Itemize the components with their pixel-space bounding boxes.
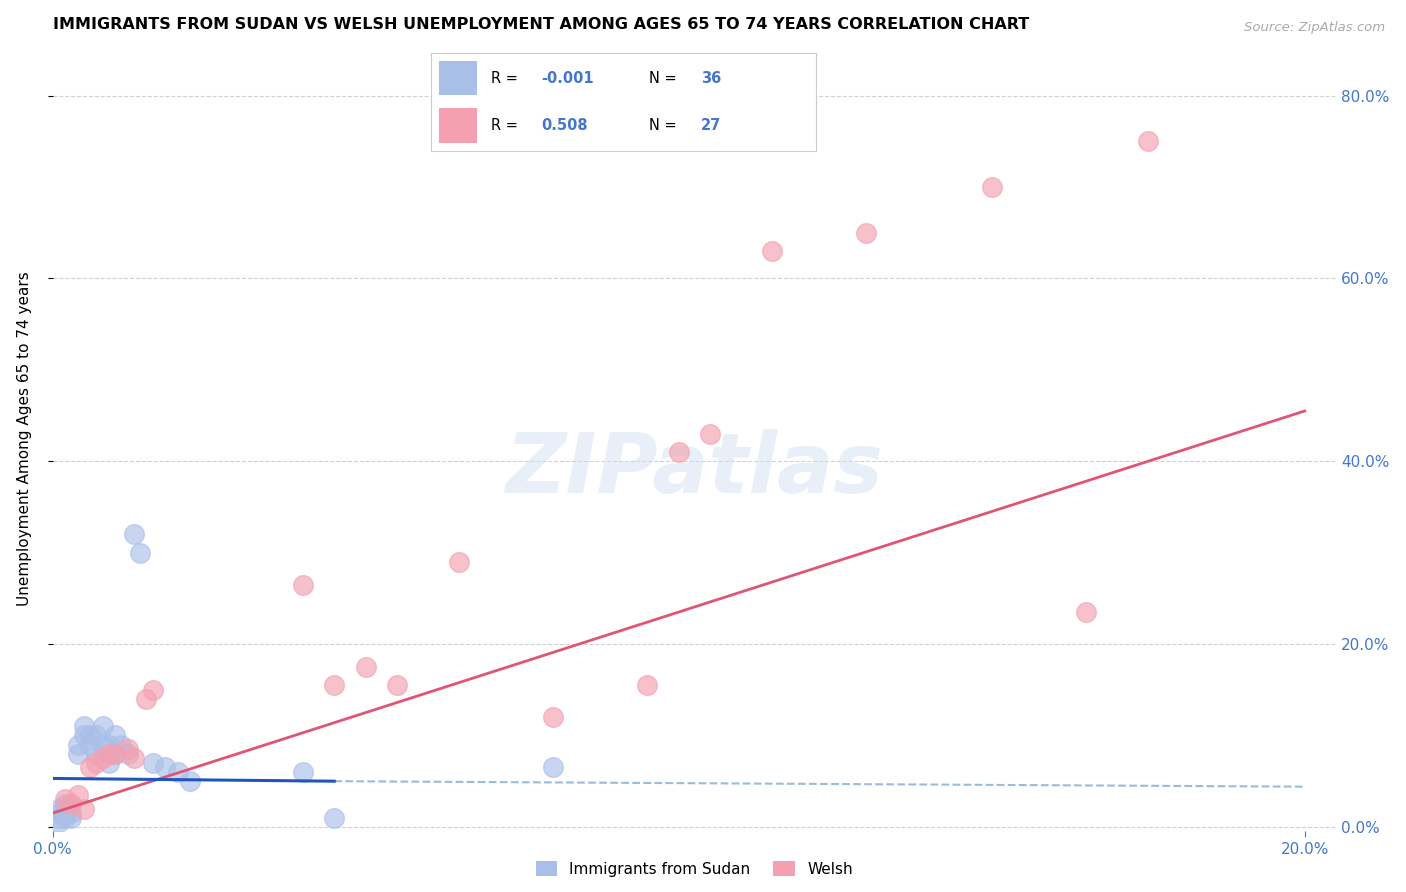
Point <box>73 719 96 733</box>
Point <box>53 811 76 825</box>
Point <box>91 738 114 752</box>
Point <box>86 729 108 743</box>
Point <box>117 747 139 761</box>
Point <box>323 678 346 692</box>
Point <box>73 802 96 816</box>
Point <box>699 426 721 441</box>
Point <box>543 760 565 774</box>
Point <box>53 806 76 821</box>
Y-axis label: Unemployment Among Ages 65 to 74 years: Unemployment Among Ages 65 to 74 years <box>17 271 32 606</box>
Point <box>291 577 314 591</box>
Point <box>135 692 157 706</box>
Point <box>60 797 83 811</box>
Point <box>104 729 127 743</box>
Point <box>385 678 408 692</box>
Point <box>97 738 120 752</box>
Point <box>980 180 1002 194</box>
Point <box>291 765 314 780</box>
Text: ZIPatlas: ZIPatlas <box>505 429 883 510</box>
Point <box>122 751 145 765</box>
Point <box>86 747 108 761</box>
Point <box>66 788 89 802</box>
Legend: Immigrants from Sudan, Welsh: Immigrants from Sudan, Welsh <box>530 855 859 883</box>
Point <box>142 756 165 770</box>
Point <box>1137 134 1160 148</box>
Point <box>179 774 201 789</box>
Point <box>60 811 83 825</box>
Point <box>153 760 176 774</box>
Point <box>543 710 565 724</box>
Point <box>129 546 152 560</box>
Point <box>354 660 377 674</box>
Point <box>104 747 127 761</box>
Point <box>636 678 658 692</box>
Point <box>104 747 127 761</box>
Point <box>91 751 114 765</box>
Point <box>48 806 70 821</box>
Point <box>91 719 114 733</box>
Point <box>53 797 76 811</box>
Point <box>449 555 471 569</box>
Point <box>48 811 70 825</box>
Point <box>66 738 89 752</box>
Point <box>323 811 346 825</box>
Point <box>166 765 188 780</box>
Point <box>53 802 76 816</box>
Point <box>73 729 96 743</box>
Text: IMMIGRANTS FROM SUDAN VS WELSH UNEMPLOYMENT AMONG AGES 65 TO 74 YEARS CORRELATIO: IMMIGRANTS FROM SUDAN VS WELSH UNEMPLOYM… <box>52 17 1029 32</box>
Point <box>79 738 101 752</box>
Point <box>53 792 76 806</box>
Point <box>1074 605 1097 619</box>
Point <box>142 682 165 697</box>
Point <box>60 806 83 821</box>
Point <box>97 747 120 761</box>
Point <box>66 747 89 761</box>
Point <box>110 738 132 752</box>
Point <box>60 797 83 811</box>
Point <box>855 226 877 240</box>
Point <box>117 742 139 756</box>
Text: Source: ZipAtlas.com: Source: ZipAtlas.com <box>1244 21 1385 34</box>
Point <box>48 815 70 830</box>
Point <box>122 527 145 541</box>
Point <box>79 729 101 743</box>
Point <box>761 244 783 258</box>
Point <box>86 756 108 770</box>
Point <box>97 756 120 770</box>
Point <box>668 445 690 459</box>
Point <box>79 760 101 774</box>
Point <box>48 802 70 816</box>
